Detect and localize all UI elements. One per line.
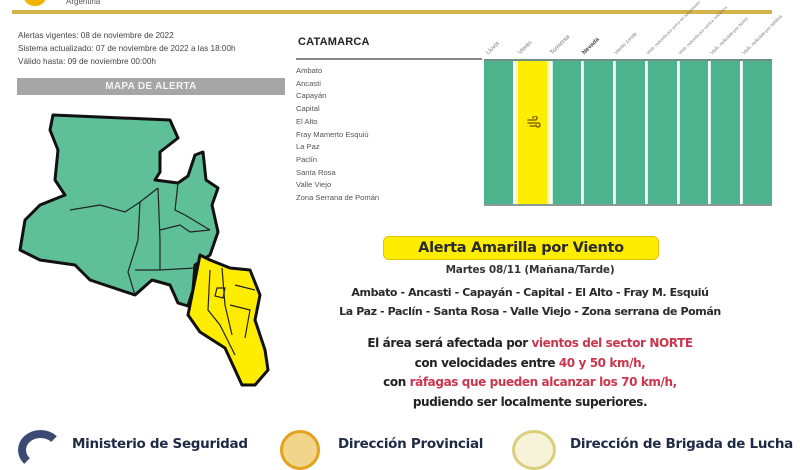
status-humo: [710, 61, 741, 204]
department-list: Ambato Ancasti Capayán Capital El Alto F…: [296, 65, 379, 205]
status-lluvia: [484, 61, 513, 204]
status-viento: [514, 61, 550, 204]
desc-line-1: El área será afectada por vientos del se…: [290, 334, 770, 354]
dept-el-alto: El Alto: [296, 116, 318, 126]
alert-areas: Ambato - Ancasti - Capayán - Capital - E…: [290, 283, 770, 321]
map-header: MAPA DE ALERTA: [17, 78, 285, 95]
footer-logos: Ministerio de Seguridad Dirección Provin…: [0, 428, 800, 470]
header-divider: [12, 10, 772, 14]
province-divider: [296, 58, 482, 60]
org-ministerio: Ministerio de Seguridad: [72, 436, 248, 452]
org-direccion-provincial: Dirección Provincial: [338, 436, 484, 452]
alert-areas-line-2: La Paz - Paclín - Santa Rosa - Valle Vie…: [339, 305, 721, 318]
desc-line-2: con velocidades entre 40 y 50 km/h,: [290, 354, 770, 374]
top-banner: Argentina: [0, 0, 800, 14]
col-header-viento: Viento: [517, 39, 534, 56]
org-brigada: Dirección de Brigada de Lucha: [570, 436, 793, 452]
dept-zona-serrana-poman: Zona Serrana de Pomán: [296, 193, 380, 203]
status-tormenta: [551, 61, 582, 204]
col-header-lluvia: Lluvia: [485, 40, 501, 56]
desc-text: con velocidades entre: [414, 355, 559, 370]
col-header-nevada: Nevada: [581, 36, 601, 56]
dept-ambato: Ambato: [296, 66, 323, 75]
dept-valle-viejo: Valle Viejo: [296, 180, 332, 190]
hazard-column-headers: Lluvia Viento Tormenta Nevada Viento zon…: [484, 0, 783, 60]
desc-highlight-speed: 40 y 50 km/h,: [558, 355, 646, 370]
alert-info: Alertas vigentes: 08 de noviembre de 202…: [18, 29, 236, 69]
valido-hasta: Válido hasta: 09 de noviembre 00:00h: [18, 57, 156, 67]
hazard-status-grid: [484, 59, 773, 206]
alert-description: El área será afectada por vientos del se…: [290, 334, 770, 412]
province-title: CATAMARCA: [298, 36, 370, 48]
status-neblina: [742, 61, 773, 204]
status-nevada: [583, 61, 614, 204]
dept-fray-mamerto-esquiu: Fray Mamerto Esquiú: [296, 129, 369, 139]
dept-capayan: Capayán: [296, 91, 327, 101]
desc-line-3: con ráfagas que pueden alcanzar los 70 k…: [290, 373, 770, 393]
col-header-tormenta: Tormenta: [549, 33, 572, 56]
desc-text: El área será afectada por: [367, 336, 532, 350]
sistema-actualizado: Sistema actualizado: 07 de noviembre de …: [18, 44, 236, 54]
alert-date: Martes 08/11 (Mañana/Tarde): [445, 264, 615, 276]
desc-text: con: [383, 375, 410, 389]
catamarca-alert-map: [18, 113, 270, 387]
status-viento-zonda: [615, 61, 645, 204]
col-header-viento-zonda: Viento zonda: [613, 30, 639, 56]
smn-logo-icon: [24, 0, 46, 6]
ministerio-logo-icon: [18, 430, 63, 470]
dept-ancasti: Ancasti: [296, 78, 321, 88]
brigada-logo-icon: [512, 430, 556, 470]
dept-la-paz: La Paz: [296, 142, 320, 152]
banner-subtitle: Argentina: [66, 0, 101, 6]
desc-highlight-direction: vientos del sector NORTE: [531, 336, 694, 350]
alert-areas-line-1: Ambato - Ancasti - Capayán - Capital - E…: [351, 286, 709, 299]
status-polvo: [646, 61, 677, 204]
desc-highlight-gusts: ráfagas que pueden alcanzar los 70 km/h,: [409, 375, 678, 389]
alert-title-badge: Alerta Amarilla por Viento: [383, 236, 659, 260]
wind-icon: [526, 116, 541, 128]
dept-paclin: Paclín: [296, 154, 318, 164]
dept-capital: Capital: [296, 104, 320, 114]
alertas-vigentes: Alertas vigentes: 08 de noviembre de 202…: [18, 31, 174, 40]
dept-santa-rosa: Santa Rosa: [296, 167, 336, 177]
direccion-provincial-logo-icon: [280, 430, 320, 470]
desc-line-4: pudiendo ser localmente superiores.: [412, 394, 648, 409]
status-ceniza: [678, 61, 709, 204]
